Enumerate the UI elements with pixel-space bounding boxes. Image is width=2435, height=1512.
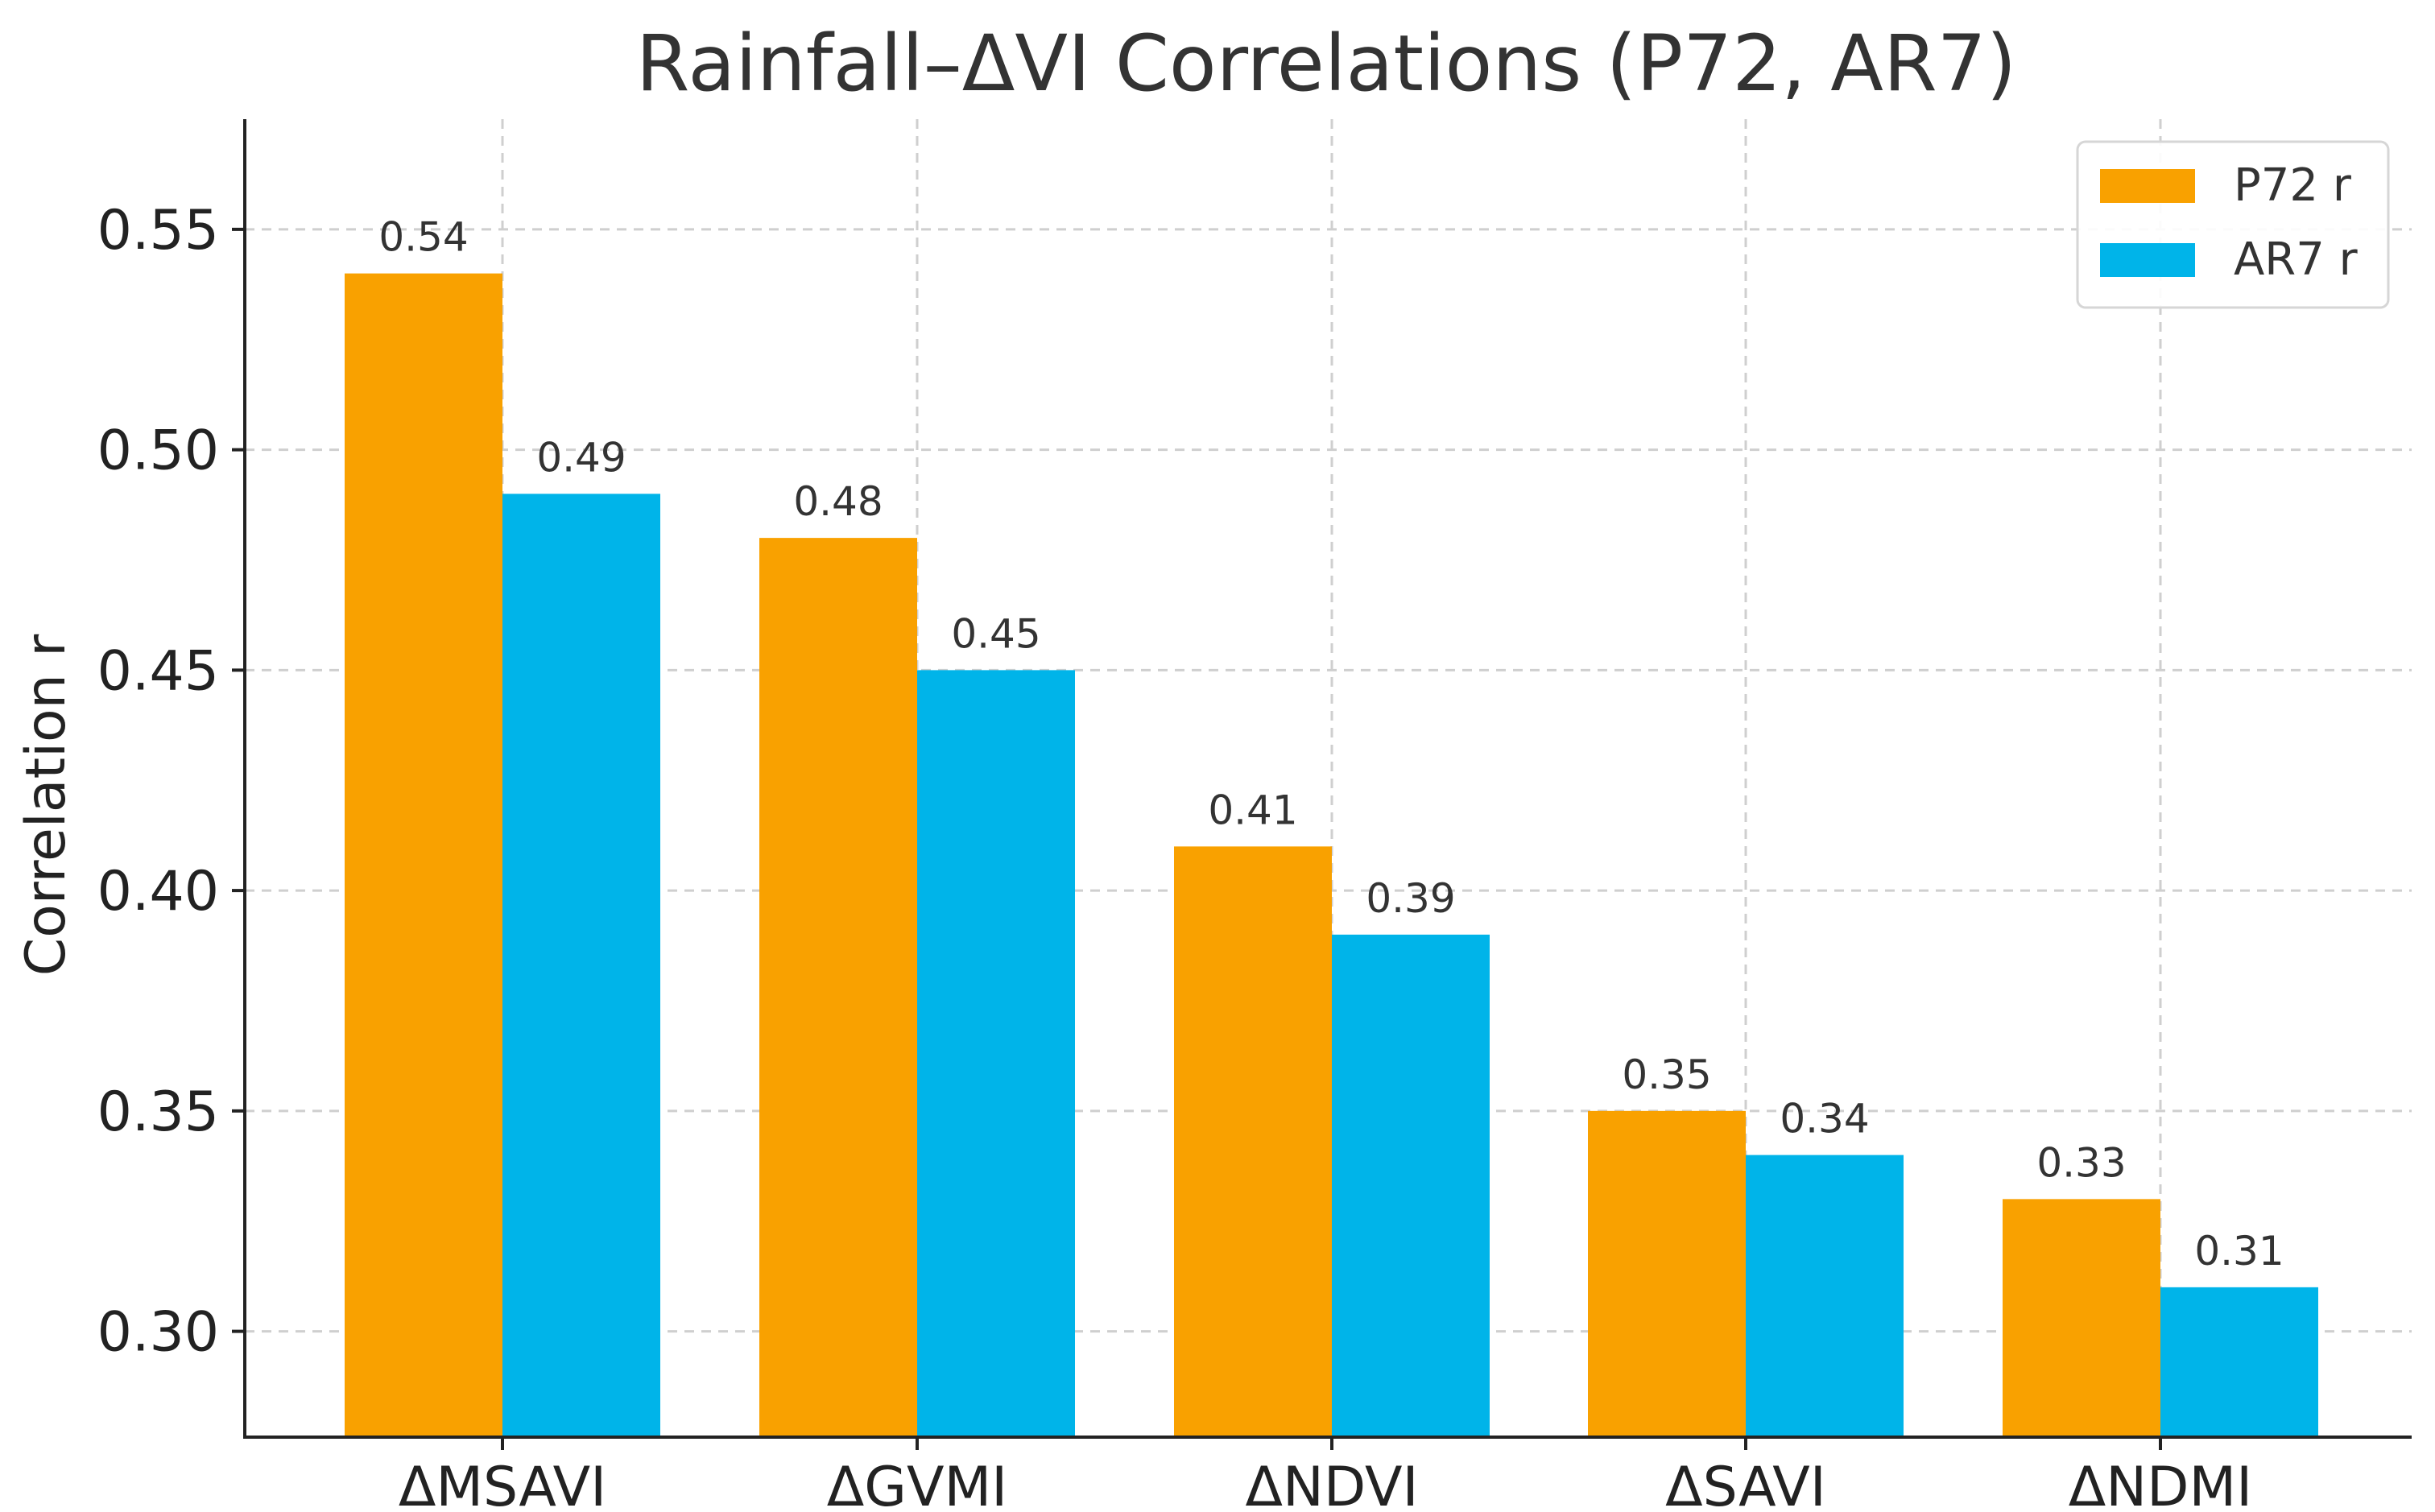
data-label-ar7-0: 0.49 <box>536 434 626 481</box>
x-tick-label-3: ΔSAVI <box>1665 1456 1826 1512</box>
x-tick-label-0: ΔMSAVI <box>399 1456 606 1512</box>
y-tick-label-5: 0.55 <box>97 199 219 262</box>
chart-title: Rainfall–ΔVI Correlations (P72, AR7) <box>636 19 2016 109</box>
y-tick-label-1: 0.35 <box>97 1080 219 1144</box>
bar-ar7-0 <box>502 494 660 1437</box>
legend-label-ar7: AR7 r <box>2234 233 2359 286</box>
x-tick-label-2: ΔNDVI <box>1245 1456 1418 1512</box>
data-label-p72-0: 0.54 <box>378 214 468 261</box>
data-label-p72-2: 0.41 <box>1208 787 1297 833</box>
y-axis-label: Correlation r <box>14 634 78 977</box>
bar-p72-0 <box>345 273 502 1437</box>
y-tick-label-2: 0.40 <box>97 860 219 923</box>
data-label-ar7-2: 0.39 <box>1366 875 1455 922</box>
legend-swatch-p72 <box>2100 169 2195 203</box>
bar-ar7-2 <box>1332 934 1490 1437</box>
bar-p72-2 <box>1174 846 1332 1437</box>
bar-p72-1 <box>759 538 917 1437</box>
data-label-p72-1: 0.48 <box>793 478 883 525</box>
bar-ar7-3 <box>1746 1155 1904 1437</box>
x-ticks: ΔMSAVI ΔGVMI ΔNDVI ΔSAVI ΔNDMI <box>399 1437 2252 1512</box>
bar-ar7-4 <box>2160 1287 2318 1437</box>
y-tick-label-3: 0.45 <box>97 639 219 703</box>
data-label-ar7-4: 0.31 <box>2194 1228 2284 1274</box>
bar-p72-4 <box>2003 1199 2160 1437</box>
x-tick-label-4: ΔNDMI <box>2069 1456 2252 1512</box>
bar-ar7-1 <box>917 670 1075 1437</box>
legend-swatch-ar7 <box>2100 243 2195 277</box>
legend-label-p72: P72 r <box>2234 159 2352 212</box>
x-tick-label-1: ΔGVMI <box>827 1456 1007 1512</box>
bar-p72-3 <box>1588 1110 1746 1437</box>
data-label-p72-4: 0.33 <box>2036 1139 2126 1186</box>
y-tick-label-0: 0.30 <box>97 1301 219 1365</box>
data-labels: 0.54 0.48 0.41 0.35 0.33 0.49 0.45 0.39 0.34 0.31 <box>378 214 2284 1274</box>
bars <box>345 273 2318 1437</box>
data-label-ar7-1: 0.45 <box>951 610 1040 657</box>
axes <box>243 119 2412 1439</box>
legend: P72 r AR7 r <box>2076 140 2390 309</box>
y-ticks: 0.30 0.35 0.40 0.45 0.50 0.55 <box>97 199 245 1365</box>
data-label-ar7-3: 0.34 <box>1780 1096 1869 1142</box>
data-label-p72-3: 0.35 <box>1622 1051 1711 1098</box>
y-tick-label-4: 0.50 <box>97 419 219 483</box>
